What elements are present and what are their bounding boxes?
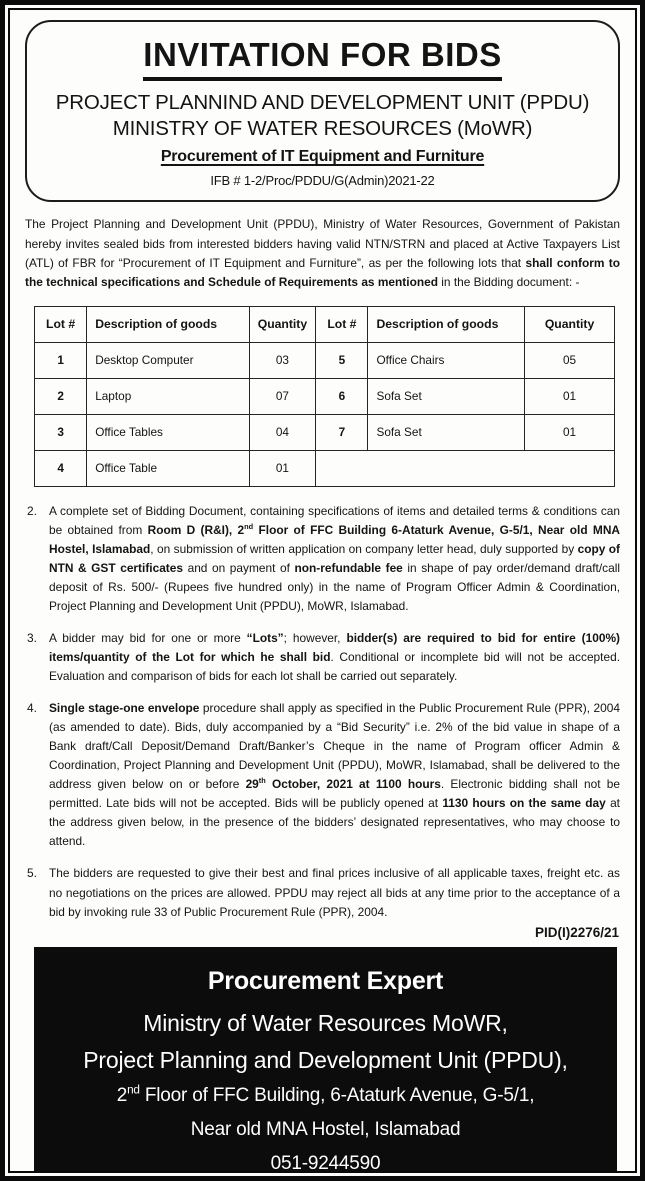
text-run: , on submission of written application o… xyxy=(150,541,578,556)
lots-table-header-row: Lot # Description of goods Quantity Lot # De… xyxy=(33,305,615,343)
bold-text-run: “Lots” xyxy=(246,630,284,645)
lots-column-header: Description of goods xyxy=(367,305,526,343)
paragraph-text: A bidder may bid for one or more “Lots”;… xyxy=(49,629,620,686)
lots-column-header: Quantity xyxy=(248,305,317,343)
text-run: A complete set of Bidding Document, cont… xyxy=(49,503,620,537)
numbered-paragraph: 3. A bidder may bid for one or more “Lots… xyxy=(25,629,620,686)
quantity-cell: 01 xyxy=(524,377,615,415)
lot-number-cell: 6 xyxy=(315,377,369,415)
quantity-cell: 03 xyxy=(248,341,317,379)
lot-number-cell: 4 xyxy=(33,449,88,487)
empty-cell xyxy=(315,449,615,487)
bold-text-run: 1130 hours on the same day xyxy=(442,796,606,811)
text-run: in the Bidding document: - xyxy=(437,274,580,289)
paragraph-text: Single stage-one envelope procedure shal… xyxy=(49,699,620,851)
lots-table-row: 1 Desktop Computer 03 5 Office Chairs 05 xyxy=(33,341,615,379)
goods-description-cell: Office Tables xyxy=(86,413,250,451)
contact-line: Project Planning and Development Unit (P… xyxy=(42,1047,609,1074)
lot-number-cell: 5 xyxy=(315,341,369,379)
contact-line: Procurement Expert xyxy=(42,967,609,996)
lot-number-cell: 7 xyxy=(315,413,369,451)
lots-column-header: Description of goods xyxy=(86,305,250,343)
quantity-cell: 01 xyxy=(248,449,317,487)
bold-text-run: bidder(s) are required to bid for entire… xyxy=(49,630,620,664)
intro-paragraph: The Project Planning and Development Uni… xyxy=(25,215,620,291)
goods-description-cell: Office Table xyxy=(86,449,250,487)
text-run: 051-9244590 xyxy=(270,1152,381,1173)
goods-description-cell: Laptop xyxy=(86,377,250,415)
numbered-paragraph: 4. Single stage-one envelope procedure sh… xyxy=(25,699,620,851)
goods-description-cell: Sofa Set xyxy=(367,413,526,451)
bold-text-run: copy of NTN & GST certificates xyxy=(49,541,621,575)
lots-column-header: Lot # xyxy=(315,305,369,343)
lots-table-row: 3 Office Tables 04 7 Sofa Set 01 xyxy=(33,413,615,451)
text-run: The bidders are requested to give their … xyxy=(49,866,620,919)
issuing-organization: PROJECT PLANNIND AND DEVELOPMENT UNIT (P… xyxy=(55,91,590,141)
bold-text-run: Floor of FFC Building 6-Ataturk Avenue, … xyxy=(49,522,620,556)
text-run: ; however, xyxy=(283,630,347,645)
quantity-cell: 05 xyxy=(524,341,615,379)
text-run: at the address given below, in the prese… xyxy=(49,796,620,849)
paragraph-number: 4. xyxy=(27,701,37,716)
terms-paragraphs: 2. A complete set of Bidding Document, co… xyxy=(25,502,620,922)
quantity-cell: 07 xyxy=(248,377,317,415)
text-run: nd xyxy=(127,1083,140,1097)
paragraph-number: 5. xyxy=(27,866,37,881)
bold-text-run: th xyxy=(258,776,266,786)
goods-description-cell: Office Chairs xyxy=(367,341,526,379)
bold-text-run: non-refundable fee xyxy=(294,560,403,575)
goods-description-cell: Desktop Computer xyxy=(86,341,250,379)
notice-title: INVITATION FOR BIDS xyxy=(143,36,502,81)
paragraph-number: 2. xyxy=(27,503,37,518)
procurement-subject: Procurement of IT Equipment and Furnitur… xyxy=(160,148,485,166)
text-run: and on payment of xyxy=(183,560,295,575)
text-run: Near old MNA Hostel, Islamabad xyxy=(190,1118,461,1140)
paragraph-text: The bidders are requested to give their … xyxy=(49,864,620,921)
text-run: Ministry of Water Resources MoWR, xyxy=(143,1009,508,1036)
goods-description-cell: Sofa Set xyxy=(367,377,526,415)
text-run: . Electronic bidding shall not be permit… xyxy=(49,777,620,811)
bold-text-run: Procurement Expert xyxy=(207,966,444,995)
text-run: procedure shall apply as specified in th… xyxy=(49,701,620,792)
lots-column-header: Lot # xyxy=(33,305,88,343)
lot-number-cell: 1 xyxy=(33,341,88,379)
header-box: INVITATION FOR BIDS PROJECT PLANNIND AND… xyxy=(25,20,620,203)
contact-line: Ministry of Water Resources MoWR, xyxy=(42,1010,609,1037)
lots-table-row: 2 Laptop 07 6 Sofa Set 01 xyxy=(33,377,615,415)
bold-text-run: 29 xyxy=(245,777,259,792)
text-run: The Project Planning and Development Uni… xyxy=(25,217,620,270)
lots-table: Lot # Description of goods Quantity Lot # De… xyxy=(33,305,615,487)
bold-text-run: nd xyxy=(244,521,254,531)
notice-inner-frame: INVITATION FOR BIDS PROJECT PLANNIND AND… xyxy=(8,8,637,1173)
pid-number: PID(I)2276/21 xyxy=(534,924,619,940)
numbered-paragraph: 2. A complete set of Bidding Document, co… xyxy=(25,502,620,616)
contact-line: 2nd Floor of FFC Building, 6-Ataturk Ave… xyxy=(42,1083,609,1107)
text-run: 2 xyxy=(116,1084,128,1106)
text-run: Project Planning and Development Unit (P… xyxy=(83,1046,568,1073)
paragraph-text: A complete set of Bidding Document, cont… xyxy=(49,502,620,616)
bold-text-run: shall conform to the technical specifica… xyxy=(25,255,620,289)
paragraph-number: 3. xyxy=(27,630,37,645)
lot-number-cell: 2 xyxy=(33,377,88,415)
contact-line: 051-9244590 xyxy=(42,1152,609,1173)
bold-text-run: Single stage-one envelope xyxy=(49,701,200,716)
lots-table-row: 4 Office Table 01 xyxy=(33,449,615,487)
text-run: . Conditional or incomplete bid will not… xyxy=(49,649,620,684)
text-run: A bidder may bid for one or more xyxy=(49,630,247,645)
text-run: Floor of FFC Building, 6-Ataturk Avenue,… xyxy=(139,1084,535,1106)
contact-box: Procurement Expert Ministry of Water Reso… xyxy=(34,946,617,1173)
lots-column-header: Quantity xyxy=(524,305,615,343)
lot-number-cell: 3 xyxy=(33,413,88,451)
quantity-cell: 01 xyxy=(524,413,615,451)
bold-text-run: Room D (R&I), 2 xyxy=(147,522,245,537)
ifb-number: IFB # 1-2/Proc/PDDU/G(Admin)2021-22 xyxy=(210,173,435,189)
numbered-paragraph: 5. The bidders are requested to give thei… xyxy=(25,864,620,921)
quantity-cell: 04 xyxy=(248,413,317,451)
bold-text-run: October, 2021 at 1100 hours xyxy=(265,777,441,792)
contact-line: Near old MNA Hostel, Islamabad xyxy=(42,1119,609,1141)
text-run: in shape of pay order/demand draft/call … xyxy=(49,560,621,613)
